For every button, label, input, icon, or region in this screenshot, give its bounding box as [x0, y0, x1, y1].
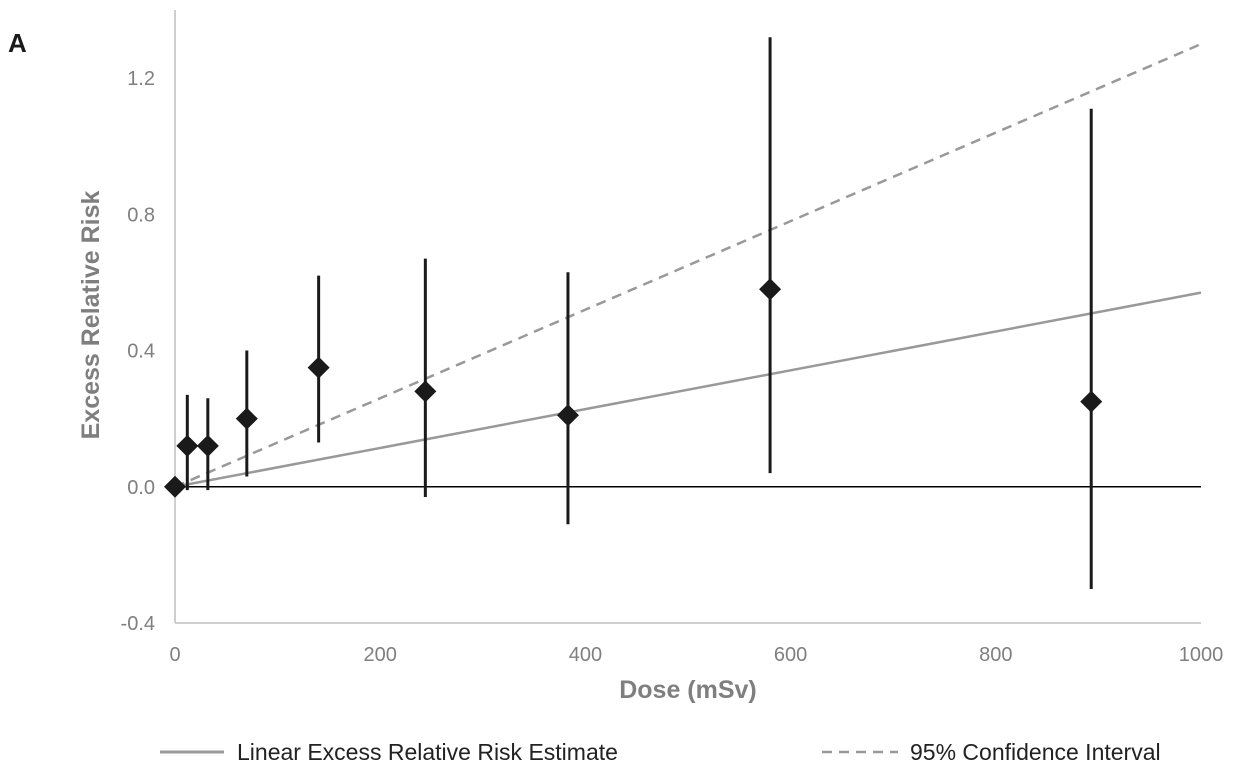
data-markers [164, 278, 1103, 498]
x-tick-label: 0 [169, 644, 180, 666]
x-tick-label: 800 [979, 644, 1012, 666]
data-point [176, 434, 199, 457]
data-point [759, 278, 782, 301]
y-tick-label: 0.0 [127, 477, 155, 499]
data-point [196, 434, 219, 457]
y-tick-label: 1.2 [127, 68, 155, 90]
confidence-interval-line [174, 42, 1202, 488]
legend-label-ci: 95% Confidence Interval [910, 739, 1161, 765]
y-tick-label: 0.8 [127, 204, 155, 226]
y-tick-labels: -0.4 0.0 0.4 0.8 1.2 [121, 68, 155, 635]
data-point [164, 475, 186, 498]
data-point [235, 407, 258, 430]
data-point [414, 380, 437, 403]
x-tick-label: 600 [774, 644, 807, 666]
y-tick-label: -0.4 [121, 613, 155, 635]
y-tick-label: 0.4 [127, 341, 155, 363]
x-tick-label: 200 [364, 644, 397, 666]
estimate-line [174, 291, 1202, 489]
x-tick-label: 1000 [1179, 644, 1224, 666]
axes [174, 10, 1201, 624]
x-tick-label: 400 [569, 644, 602, 666]
x-axis-title: Dose (mSv) [619, 676, 757, 704]
trend-lines [174, 42, 1202, 489]
data-point [307, 356, 330, 379]
data-point [556, 404, 579, 427]
legend: Linear Excess Relative Risk Estimate 95%… [160, 739, 1161, 765]
error-bars [185, 37, 1093, 589]
x-tick-labels: 0 200 400 600 800 1000 [169, 644, 1223, 666]
legend-label-estimate: Linear Excess Relative Risk Estimate [237, 739, 618, 765]
y-axis-title: Excess Relative Risk [77, 191, 105, 440]
panel-label: A [8, 28, 27, 58]
data-point [1080, 390, 1103, 413]
